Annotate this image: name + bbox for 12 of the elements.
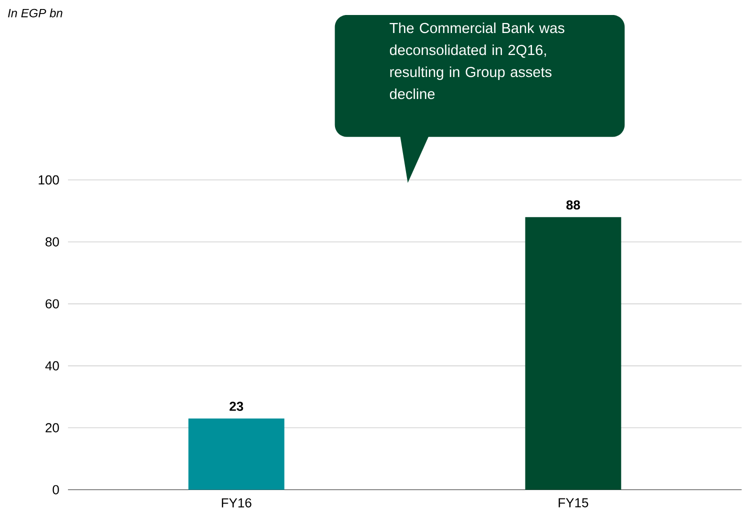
text: In EGP bn [8, 8, 62, 18]
data-label: 23 [230, 402, 244, 412]
y-tick-label: 60 [46, 299, 59, 309]
y-tick-label: 80 [46, 237, 59, 247]
data-label: 88 [566, 200, 580, 210]
y-tick-label: 20 [46, 423, 59, 432]
y-tick-label: 40 [45, 361, 59, 371]
x-tick-label: FY16 [222, 498, 252, 508]
y-tick-label: 0 [52, 485, 59, 494]
text: The Commercial Bank was deconsolidated in 2Q16, resulting in Group assets decline [390, 22, 564, 100]
y-tick-label: 100 [38, 175, 59, 185]
x-tick-label: FY15 [558, 498, 588, 508]
